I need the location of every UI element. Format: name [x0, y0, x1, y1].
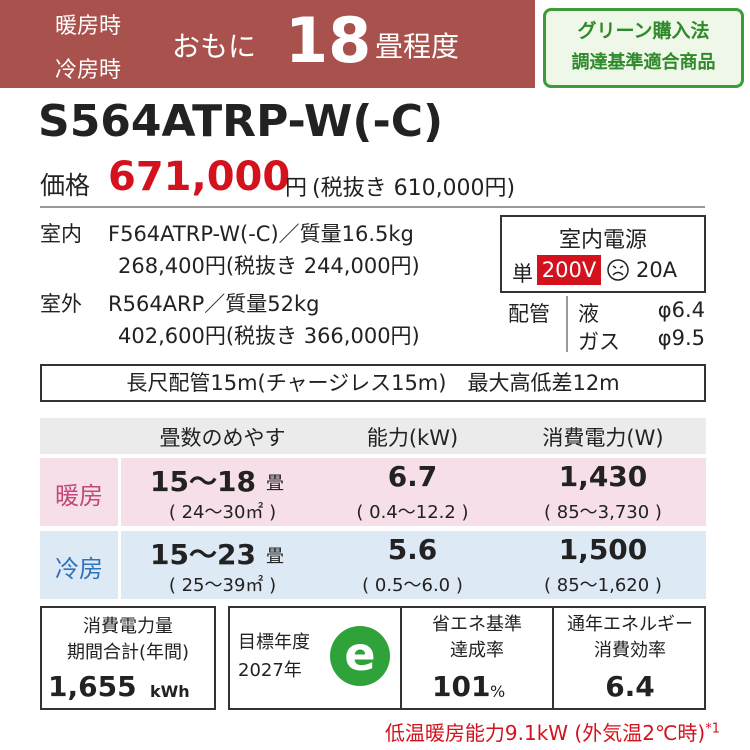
- price-value: 671,000: [108, 154, 291, 200]
- power-range: ( 85～1,620 ): [544, 575, 662, 596]
- annual-unit: kWh: [150, 682, 190, 701]
- piping-liquid-size: φ6.4: [657, 298, 705, 322]
- price-label: 価格: [40, 171, 91, 200]
- annual-value: 1,655: [48, 670, 137, 703]
- annual-line: 期間合計(年間): [66, 642, 190, 663]
- achievement-value: 101: [432, 670, 491, 703]
- col-header: 畳数のめやす: [159, 426, 286, 450]
- capacity-range: ( 0.4～12.2 ): [356, 502, 469, 523]
- col-header: 能力(kW): [366, 426, 459, 450]
- unit-label: 室内: [40, 222, 82, 246]
- unit-price: 402,600円(税抜き 366,000円): [118, 324, 420, 348]
- achievement-line: 省エネ基準: [432, 614, 522, 635]
- annual-line: 消費電力量: [83, 616, 173, 637]
- unit-spec: R564ARP／質量52kg: [108, 292, 320, 316]
- suffix: 畳程度: [375, 30, 460, 63]
- piping-label: 配管: [508, 302, 550, 326]
- model: S564ATRP-W(-C): [38, 96, 444, 147]
- power-phase: 単: [512, 262, 533, 286]
- unit-label: 室外: [40, 292, 82, 316]
- piping-gas-size: φ9.5: [657, 326, 705, 350]
- area-unit: 畳: [266, 546, 284, 567]
- apf-line: 通年エネルギー: [567, 614, 693, 635]
- capacity: 6.7: [387, 460, 438, 493]
- row-mode-cell: [40, 531, 121, 599]
- area: 15～18: [150, 465, 256, 498]
- eco-logo: e: [330, 626, 390, 686]
- power: 1,430: [558, 460, 648, 493]
- plug-icon: [607, 259, 629, 281]
- badge-line: 調達基準適合商品: [571, 52, 716, 73]
- row-bg: [40, 531, 706, 599]
- row-bg: [40, 458, 706, 526]
- area-range: ( 24～30㎡ ): [168, 502, 277, 523]
- divider: [400, 606, 402, 710]
- col-header: 消費電力(W): [542, 426, 664, 450]
- size: 18: [285, 4, 372, 77]
- apf-line: 消費効率: [594, 640, 666, 661]
- badge-line: グリーン購入法: [577, 20, 710, 42]
- achievement-unit: %: [490, 682, 506, 701]
- efficiency-box: [228, 606, 706, 710]
- prefix: おもに: [172, 30, 257, 63]
- piping-divider: [566, 296, 568, 352]
- piping-gas: ガス: [578, 330, 620, 354]
- price-unit: 円: [285, 176, 308, 201]
- row-mode: 冷房: [55, 555, 103, 583]
- capacity: 5.6: [387, 533, 438, 566]
- unit-spec: F564ATRP-W(-C)／質量16.5kg: [108, 222, 414, 246]
- power-box: [500, 215, 706, 293]
- apf-value: 6.4: [605, 670, 655, 703]
- annual-box: [40, 606, 216, 710]
- power-title: 室内電源: [558, 228, 647, 253]
- cooling-label: 冷房時: [55, 58, 122, 83]
- piping-liquid: 液: [578, 302, 599, 326]
- header-bar: [0, 0, 535, 88]
- area: 15～23: [150, 538, 256, 571]
- achievement-line: 達成率: [450, 640, 504, 661]
- area-range: ( 25～39㎡ ): [168, 575, 277, 596]
- pipe-note: 長尺配管15m(チャージレス15m) 最大高低差12m: [40, 364, 706, 402]
- power-voltage: 200V: [537, 255, 601, 285]
- target-line: 目標年度: [238, 632, 310, 653]
- power-range: ( 85～3,730 ): [544, 502, 662, 523]
- note-text: 低温暖房能力9.1kW (外気温2℃時): [384, 721, 706, 745]
- price-tax: (税抜き 610,000円): [312, 176, 516, 201]
- note-mark: *1: [705, 721, 720, 737]
- separator: [40, 206, 705, 208]
- row-mode-cell: [40, 458, 121, 526]
- divider: [552, 606, 554, 710]
- table-header: [40, 418, 706, 454]
- power-amp: 20A: [636, 258, 678, 282]
- power: 1,500: [558, 533, 648, 566]
- area-unit: 畳: [266, 473, 284, 494]
- row-mode: 暖房: [55, 482, 103, 510]
- unit-price: 268,400円(税抜き 244,000円): [118, 254, 420, 278]
- capacity-range: ( 0.5～6.0 ): [362, 575, 463, 596]
- target-line: 2027年: [238, 660, 302, 681]
- green-badge: [543, 8, 744, 88]
- heating-label: 暖房時: [55, 14, 122, 39]
- note: 低温暖房能力9.1kW (外気温2℃時)*1: [385, 717, 720, 746]
